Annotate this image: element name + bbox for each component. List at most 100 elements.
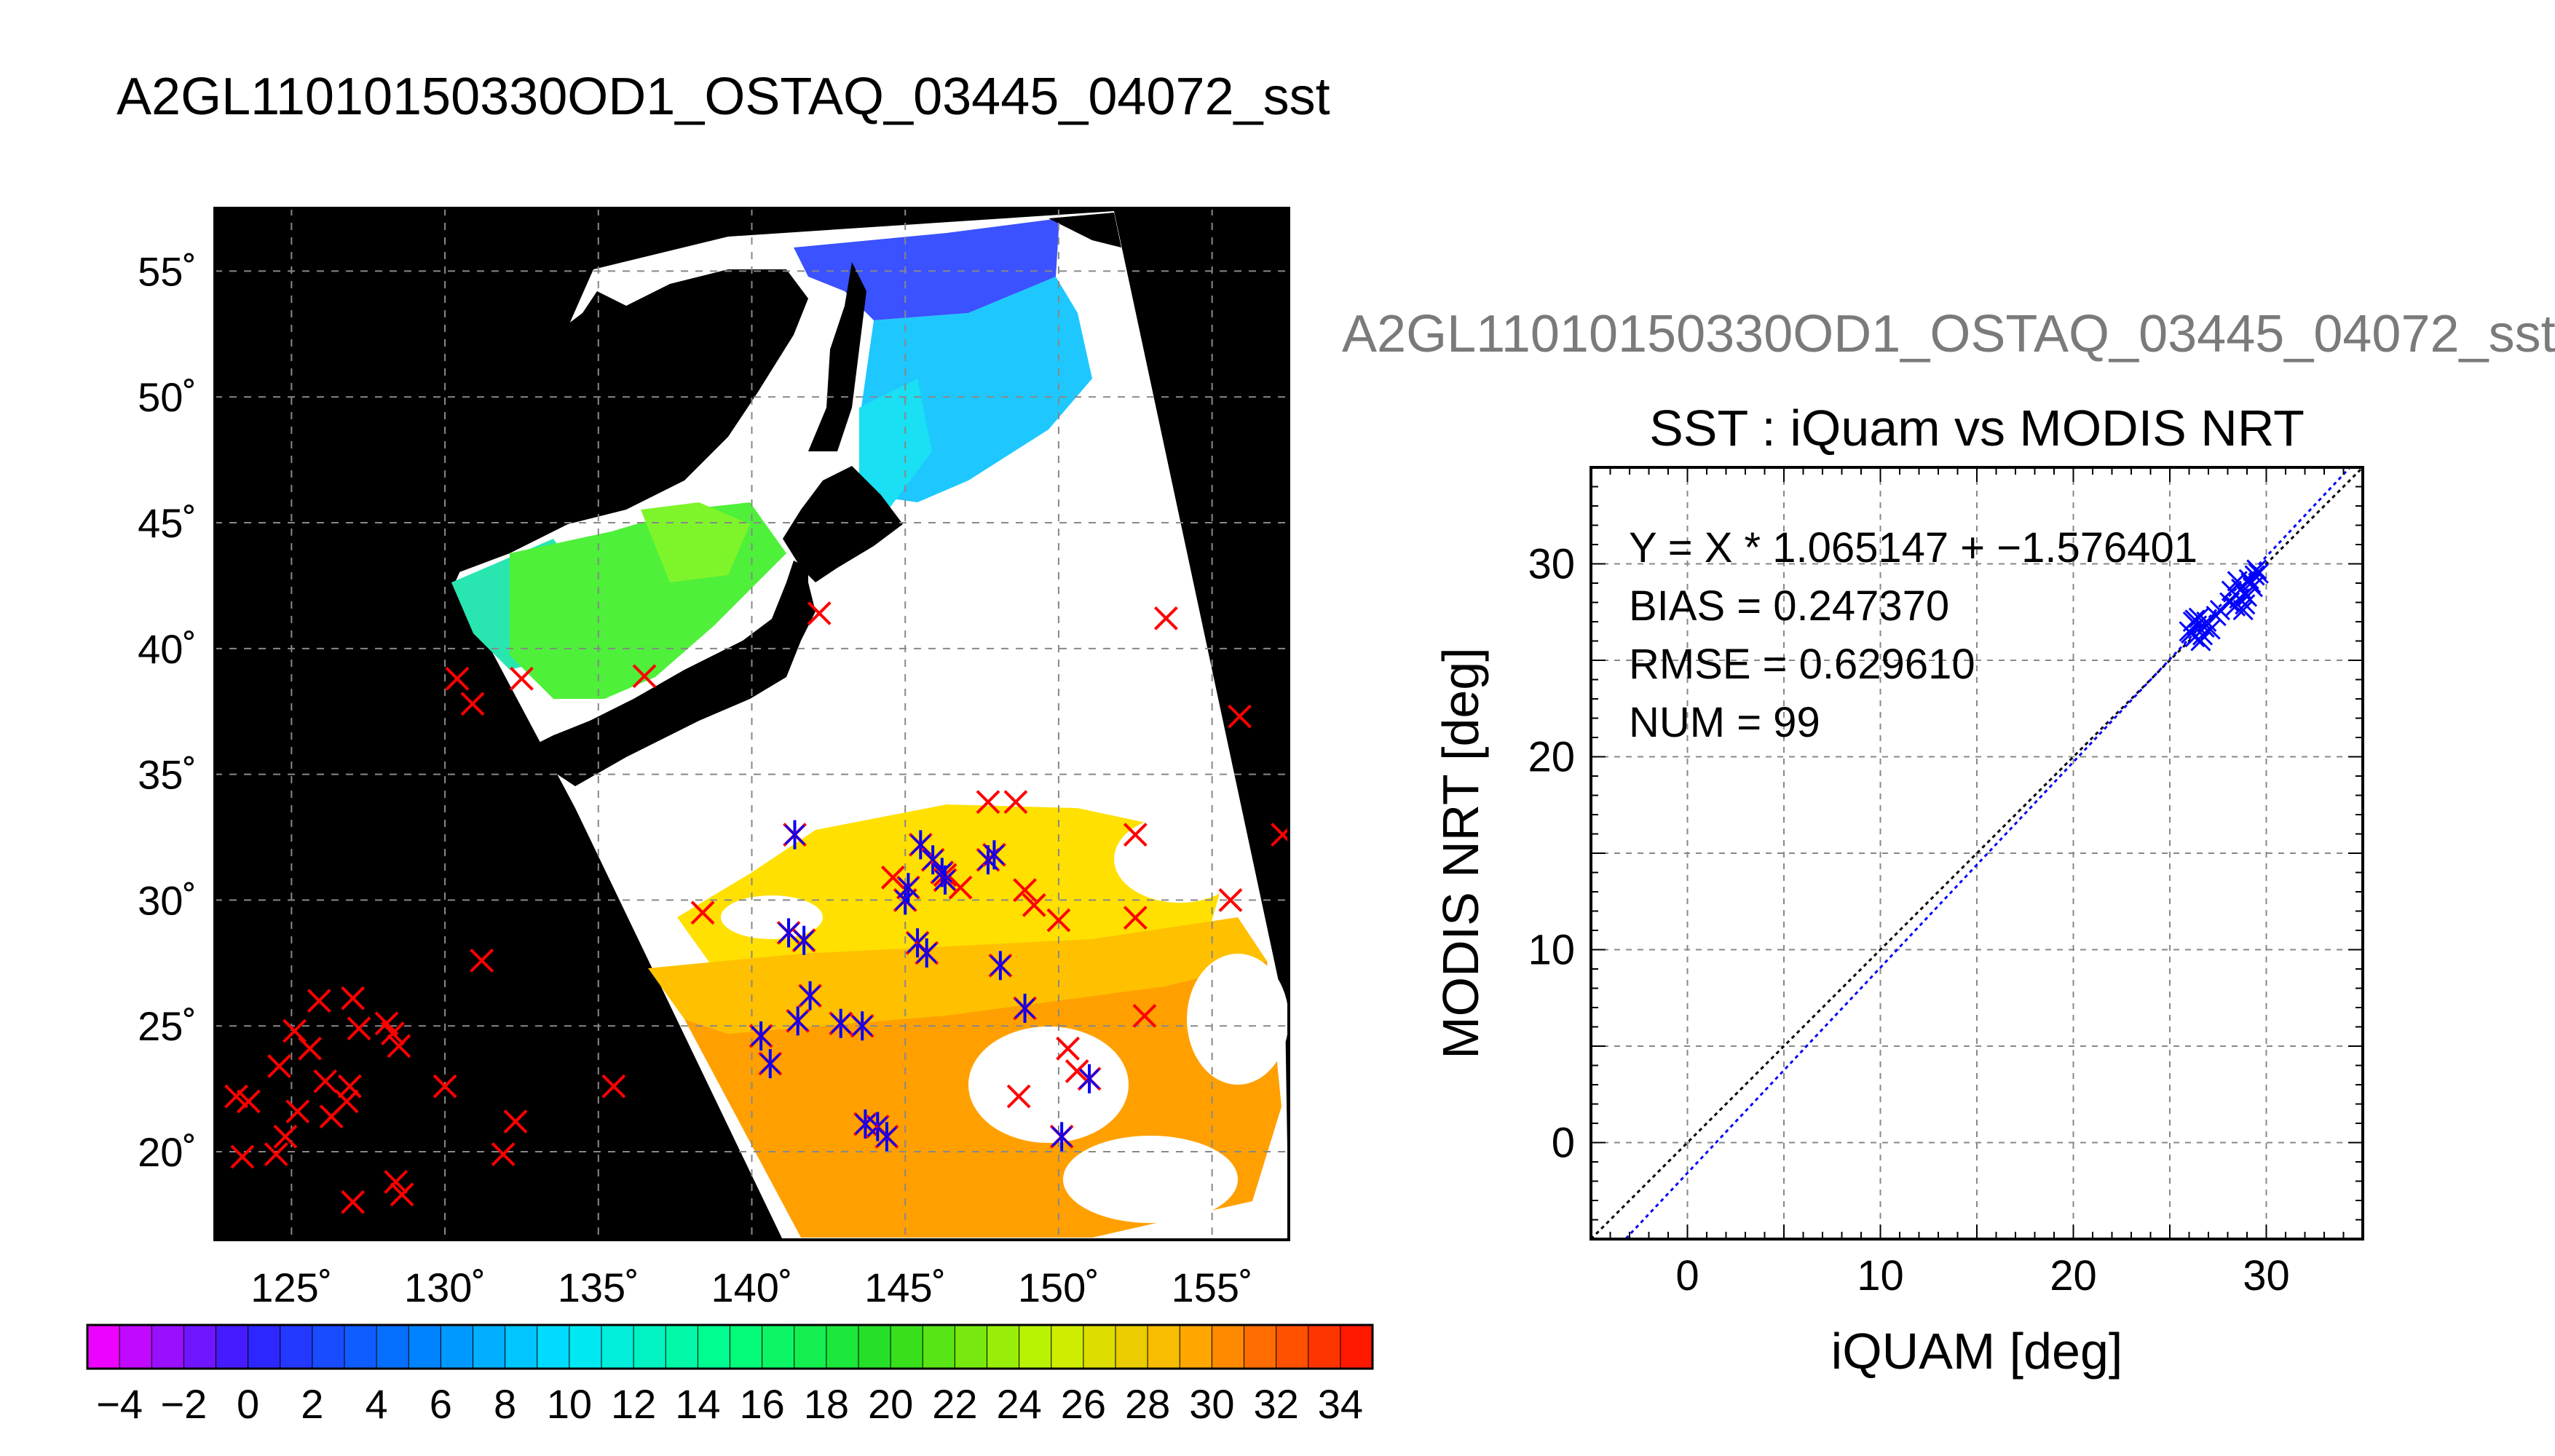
matched-marker-overlay-stroke-b	[830, 1013, 851, 1034]
map-lon-tick-label: 155˚	[1172, 1265, 1253, 1310]
iquam-marker-stroke-b	[334, 1089, 359, 1114]
matched-marker	[930, 858, 955, 887]
colorbar-tick-label: 0	[237, 1381, 259, 1427]
iquam-marker	[313, 1069, 338, 1093]
scatter-point	[2246, 559, 2267, 580]
iquam-marker	[1065, 1059, 1089, 1083]
iquam-marker-stroke-b	[1013, 878, 1037, 903]
scatter-point	[2209, 600, 2230, 621]
colorbar-cell	[633, 1324, 667, 1369]
colorbar-cell	[730, 1324, 763, 1369]
colorbar-cell	[665, 1324, 699, 1369]
matched-marker-overlay	[990, 955, 1011, 976]
iquam-marker-stroke-b	[491, 1142, 516, 1166]
matched-marker-overlay	[1079, 1068, 1100, 1089]
colorbar-cell	[1211, 1324, 1245, 1369]
colorbar-cell	[826, 1324, 859, 1369]
matched-marker	[853, 1109, 877, 1139]
scatter-y-axis-label: MODIS NRT [deg]	[1432, 647, 1489, 1059]
sst-map: 125˚ 130˚ 135˚ 140˚ 145˚ 150˚ 155˚ 20˚ 25˚ 30˚ 35˚…	[138, 207, 1290, 1310]
colorbar-cell	[987, 1324, 1020, 1369]
iquam-marker-stroke-b	[267, 1054, 291, 1078]
colorbar-tick-label: 22	[932, 1381, 977, 1427]
iquam-marker	[1046, 908, 1071, 933]
iquam-marker-stroke-b	[460, 692, 485, 716]
map-frame	[213, 207, 1290, 1241]
matched-marker-overlay	[794, 930, 815, 951]
colorbar-cells	[87, 1324, 1373, 1369]
scatter-point-stroke-b	[2188, 607, 2209, 628]
cloud-blob-5	[721, 895, 823, 939]
iquam-marker	[491, 1142, 516, 1166]
colorbar-tick-label: 18	[804, 1381, 849, 1427]
iquam-marker	[1271, 823, 1289, 847]
colorbar-cell	[537, 1324, 570, 1369]
matched-marker-overlay-stroke-b	[990, 955, 1011, 976]
iquam-marker-stroke-b	[1056, 1036, 1080, 1061]
matched-marker-overlay	[916, 942, 937, 964]
iquam-marker-stroke-b	[341, 986, 366, 1010]
iquam-marker	[601, 1074, 626, 1099]
colorbar-tick-label: 24	[996, 1381, 1041, 1427]
matched-marker-overlay-stroke-b	[751, 1025, 772, 1047]
iquam-marker-stroke-b	[976, 790, 1000, 815]
colorbar-cell	[954, 1324, 988, 1369]
cloud-blob-1	[968, 1026, 1129, 1143]
scatter-point	[2248, 563, 2269, 584]
scatter-point-stroke-b	[2238, 569, 2259, 590]
stats-fit-equation: Y = X * 1.065147 + −1.576401	[1629, 524, 2197, 571]
scatter-gridlines	[1591, 467, 2363, 1239]
scatter-point	[2184, 609, 2205, 630]
colorbar-tick-label: 12	[611, 1381, 656, 1427]
colorbar-cell	[183, 1324, 217, 1369]
iquam-marker	[390, 1182, 414, 1207]
iquam-marker-stroke-b	[433, 1074, 457, 1099]
colorbar-cell	[119, 1324, 153, 1369]
matched-marker-overlay	[799, 985, 821, 1006]
matched-marker-overlay-stroke-b	[799, 985, 821, 1006]
scatter-point-stroke-b	[2209, 600, 2230, 621]
scatter-point	[2190, 630, 2211, 652]
scatter-y-tick-label: 0	[1552, 1120, 1575, 1167]
iquam-marker-stroke-b	[387, 1034, 411, 1059]
matched-marker-overlay-stroke-b	[895, 890, 916, 911]
matched-marker-overlay-stroke-b	[984, 844, 1005, 866]
matched-marker-overlay	[1014, 997, 1035, 1019]
iquam-marker-stroke-b	[307, 989, 331, 1013]
iquam-marker-stroke-b	[1123, 906, 1148, 930]
matched-marker	[988, 951, 1013, 981]
matched-marker-overlay	[895, 890, 916, 911]
colorbar-tick-label: −4	[96, 1381, 143, 1427]
land-kamchatka-tip	[1049, 213, 1121, 248]
matched-marker-overlay-stroke-b	[931, 862, 952, 883]
colorbar-cell	[1147, 1324, 1181, 1369]
colorbar-cell	[1308, 1324, 1341, 1369]
stats-num: NUM = 99	[1629, 699, 1820, 746]
iquam-marker	[347, 1016, 371, 1041]
iquam-marker-stroke-b	[690, 901, 715, 925]
iquam-marker-stroke-b	[445, 666, 470, 691]
iquam-marker	[445, 666, 470, 691]
matched-marker-overlay	[910, 834, 931, 855]
iquam-marker	[384, 1170, 408, 1194]
iquam-marker-stroke-b	[1022, 893, 1046, 917]
iquam-marker	[230, 1144, 255, 1169]
colorbar-tick-label: 26	[1061, 1381, 1106, 1427]
iquam-marker-stroke-b	[1271, 826, 1289, 847]
matched-marker-overlay	[778, 922, 799, 943]
iquam-marker	[807, 601, 832, 625]
iquam-marker	[1123, 823, 1148, 847]
iquam-marker	[1056, 1036, 1080, 1061]
iquam-marker	[632, 664, 657, 689]
iquam-marker	[880, 865, 905, 890]
stats-bias: BIAS = 0.247370	[1629, 582, 1949, 630]
iquam-marker	[307, 989, 331, 1013]
iquam-marker	[381, 1021, 405, 1046]
iquam-marker-stroke-b	[601, 1074, 626, 1099]
iquam-marker	[341, 986, 366, 1010]
scatter-x-tick-label: 0	[1675, 1252, 1699, 1299]
colorbar-cell	[794, 1324, 827, 1369]
iquam-marker	[341, 1190, 366, 1214]
colorbar-cell	[1019, 1324, 1052, 1369]
sst-kuril-lightblue	[859, 379, 932, 510]
